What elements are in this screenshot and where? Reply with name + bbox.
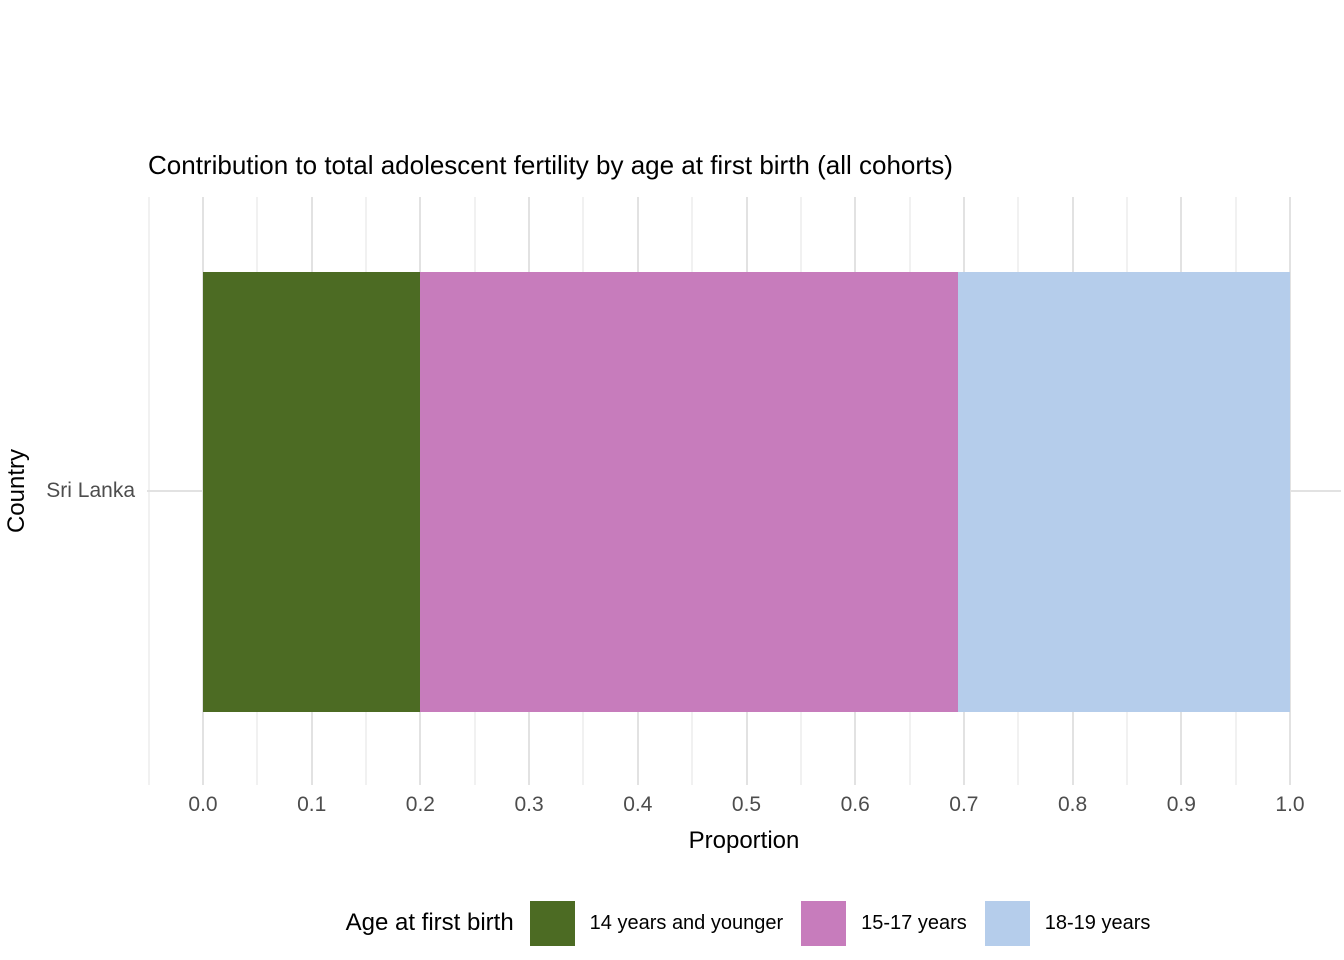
x-tick-label: 0.8 [1057, 793, 1088, 816]
x-tick-label: 0.3 [514, 793, 544, 816]
bar-segment-15-17-years [420, 272, 959, 712]
legend-label: 18-19 years [1044, 911, 1151, 934]
x-tick-label: 0.9 [1166, 793, 1196, 816]
legend: Age at first birth 14 years and younger 1… [170, 898, 1344, 948]
x-tick-label: 0.2 [405, 793, 435, 816]
x-tick-label: 0.4 [623, 793, 653, 816]
bar-segment-18-19-years [958, 272, 1290, 712]
legend-label: 15-17 years [861, 911, 967, 934]
legend-items: 14 years and younger 15-17 years 18-19 yea… [529, 900, 1169, 946]
y-tick-label-sri-lanka: Sri Lanka [46, 479, 135, 502]
x-axis-tick-labels: 0.0 0.1 0.2 0.3 0.4 0.5 0.6 0.7 0.8 0.9 1.0 [0, 793, 1344, 821]
x-axis-title: Proportion [688, 827, 800, 854]
legend-label: 14 years and younger [589, 911, 784, 934]
legend-item: 15-17 years [801, 900, 967, 946]
x-tick-label: 0.5 [731, 793, 762, 816]
x-tick-label: 0.0 [188, 793, 218, 816]
legend-swatch-icon [529, 900, 575, 946]
plot-panel [147, 197, 1341, 785]
x-tick-label: 0.6 [840, 793, 870, 816]
legend-item: 14 years and younger [529, 900, 784, 946]
x-tick-label: 1.0 [1275, 793, 1305, 816]
legend-title: Age at first birth [345, 909, 514, 936]
bar-segment-14-years-and-younger [203, 272, 421, 712]
chart-title: Contribution to total adolescent fertili… [148, 150, 953, 180]
legend-swatch-icon [801, 900, 847, 946]
legend-swatch-icon [984, 900, 1030, 946]
legend-item: 18-19 years [984, 900, 1151, 946]
x-tick-label: 0.1 [297, 793, 327, 816]
x-tick-label: 0.7 [949, 793, 979, 816]
